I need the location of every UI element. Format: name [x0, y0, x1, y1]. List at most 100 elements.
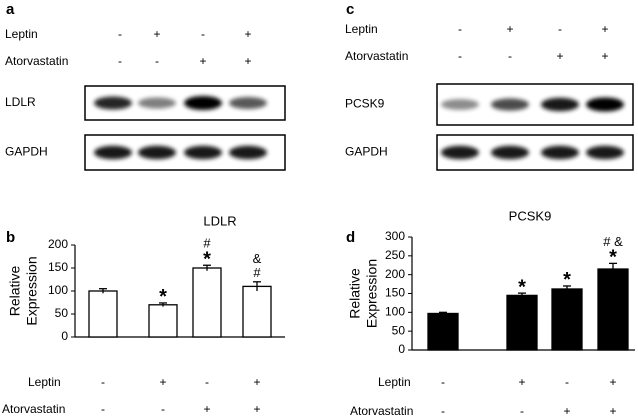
- condition-sign: +: [244, 27, 251, 41]
- bar: [242, 285, 272, 338]
- bar: [506, 294, 538, 351]
- condition-sign: +: [159, 375, 166, 389]
- condition-sign: +: [601, 49, 608, 63]
- y-tick-label: 200: [48, 237, 68, 251]
- blot-band: [138, 97, 176, 109]
- condition-sign: +: [203, 402, 210, 416]
- condition-label: Atorvastatin: [2, 402, 65, 416]
- condition-sign: +: [563, 404, 570, 418]
- band-label: PCSK9: [345, 97, 385, 111]
- significance-mark: *: [609, 247, 617, 269]
- blot-band: [184, 145, 222, 160]
- condition-label: Leptin: [5, 27, 38, 41]
- condition-sign: -: [565, 375, 569, 389]
- condition-sign: -: [441, 404, 445, 418]
- panel-letter: a: [6, 1, 15, 18]
- panel-letter: c: [346, 1, 354, 18]
- bar: [597, 268, 629, 351]
- y-axis-label: Expression: [24, 256, 40, 325]
- condition-label: Atorvastatin: [345, 49, 408, 63]
- condition-sign: +: [253, 402, 260, 416]
- bar: [88, 290, 118, 338]
- condition-sign: +: [601, 22, 608, 36]
- blot-band: [586, 145, 624, 160]
- significance-mark: *: [203, 249, 211, 271]
- band-label: GAPDH: [5, 145, 48, 159]
- condition-sign: +: [556, 49, 563, 63]
- y-tick-label: 300: [385, 229, 405, 243]
- condition-sign: +: [244, 54, 251, 68]
- condition-sign: -: [101, 402, 105, 416]
- condition-label: Leptin: [378, 375, 411, 389]
- significance-mark: #: [203, 236, 211, 251]
- blot-band: [94, 96, 132, 110]
- significance-mark: #: [253, 265, 261, 280]
- y-tick-label: 0: [61, 329, 68, 343]
- condition-label: Atorvastatin: [350, 404, 413, 418]
- condition-sign: -: [161, 402, 165, 416]
- significance-mark: *: [518, 276, 526, 298]
- significance-mark: &: [253, 251, 262, 266]
- blot-band: [184, 96, 222, 110]
- condition-sign: +: [506, 22, 513, 36]
- blot-band: [491, 98, 529, 111]
- blot-band: [541, 97, 579, 112]
- blot-band: [541, 145, 579, 160]
- blot-band: [94, 145, 132, 160]
- condition-sign: +: [609, 404, 616, 418]
- panel-letter: d: [346, 229, 355, 246]
- condition-sign: -: [101, 375, 105, 389]
- condition-label: Atorvastatin: [5, 54, 68, 68]
- y-axis-label: Relative: [347, 268, 363, 319]
- condition-sign: +: [199, 54, 206, 68]
- blot-band: [138, 145, 176, 160]
- y-tick-label: 100: [385, 305, 405, 319]
- blot-band: [441, 99, 479, 110]
- condition-sign: -: [441, 375, 445, 389]
- band-label: LDLR: [5, 95, 36, 109]
- y-tick-label: 150: [385, 286, 405, 300]
- panel-letter: b: [6, 229, 15, 246]
- bar: [192, 267, 222, 338]
- condition-sign: +: [153, 27, 160, 41]
- condition-sign: +: [609, 375, 616, 389]
- condition-sign: -: [458, 49, 462, 63]
- y-tick-label: 100: [48, 283, 68, 297]
- condition-sign: -: [118, 27, 122, 41]
- condition-sign: -: [118, 54, 122, 68]
- blot-band: [441, 145, 479, 160]
- chart-title: LDLR: [203, 213, 236, 228]
- y-tick-label: 50: [392, 323, 406, 337]
- y-tick-label: 0: [398, 342, 405, 356]
- band-label: GAPDH: [345, 145, 388, 159]
- condition-sign: -: [201, 27, 205, 41]
- chart-title: PCSK9: [509, 208, 552, 223]
- bar: [551, 288, 583, 351]
- condition-label: Leptin: [28, 375, 61, 389]
- bar: [427, 312, 459, 351]
- condition-sign: -: [508, 49, 512, 63]
- bar: [148, 304, 178, 338]
- condition-sign: -: [205, 375, 209, 389]
- blot-band: [586, 97, 624, 112]
- y-tick-label: 50: [55, 306, 69, 320]
- significance-mark: *: [563, 269, 571, 291]
- y-tick-label: 250: [385, 248, 405, 262]
- condition-sign: -: [558, 22, 562, 36]
- condition-sign: -: [458, 22, 462, 36]
- condition-sign: -: [520, 404, 524, 418]
- significance-mark: # &: [603, 234, 623, 249]
- condition-sign: -: [155, 54, 159, 68]
- condition-sign: +: [518, 375, 525, 389]
- condition-sign: +: [253, 375, 260, 389]
- blot-band: [229, 145, 267, 160]
- blot-band: [491, 145, 529, 160]
- y-axis-label: Expression: [364, 259, 380, 328]
- condition-label: Leptin: [345, 22, 378, 36]
- y-tick-label: 200: [385, 267, 405, 281]
- y-tick-label: 150: [48, 260, 68, 274]
- blot-band: [229, 97, 267, 109]
- y-axis-label: Relative: [7, 266, 23, 317]
- significance-mark: *: [159, 286, 167, 308]
